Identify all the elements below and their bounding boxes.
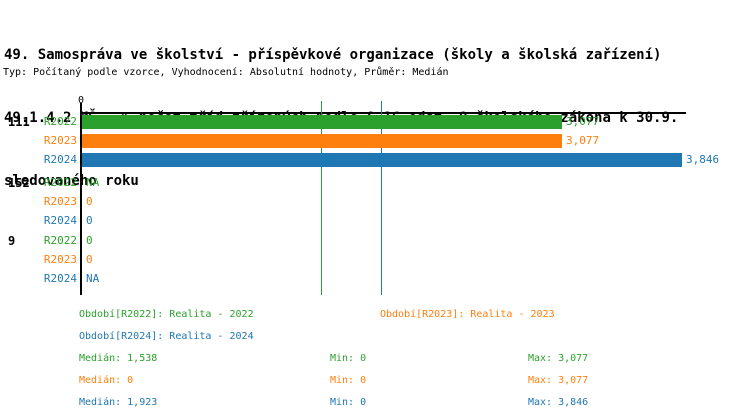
group-label-111: 111 <box>8 115 30 129</box>
value-label-r2024-group-111: 3,846 <box>686 153 720 166</box>
title-line-1: 49. Samospráva ve školství - příspěvkové… <box>4 47 662 63</box>
group-label-152: 152 <box>8 176 30 190</box>
max-r2022: Max: 3,077 <box>528 353 589 364</box>
series-label-r2022: R2022 <box>43 115 77 128</box>
series-label-r2024: R2024 <box>43 153 77 166</box>
max-r2023: Max: 3,077 <box>528 375 589 386</box>
value-label-r2022-group-9: 0 <box>86 234 93 247</box>
title-line-3: sledovaného roku <box>4 173 139 189</box>
median-line-r2024 <box>381 101 382 295</box>
value-label-r2023-group-152: 0 <box>86 195 93 208</box>
bar-r2022-group-111 <box>82 115 562 129</box>
series-label-r2022: R2022 <box>43 176 77 189</box>
series-label-r2023: R2023 <box>43 134 77 147</box>
bar-r2024-group-111 <box>82 153 682 167</box>
legend-item-r2022: Období[R2022]: Realita - 2022 <box>79 309 254 320</box>
value-label-r2024-group-9: NA <box>86 272 100 285</box>
median-r2024: Medián: 1,923 <box>79 397 158 408</box>
legend-item-r2023: Období[R2023]: Realita - 2023 <box>380 309 555 320</box>
series-label-r2023: R2023 <box>43 253 77 266</box>
value-label-r2023-group-111: 3,077 <box>566 134 600 147</box>
value-label-r2024-group-152: 0 <box>86 214 93 227</box>
series-label-r2024: R2024 <box>43 214 77 227</box>
chart-subtitle: Typ: Počítaný podle vzorce, Vyhodnocení:… <box>3 67 449 78</box>
median-r2023: Medián: 0 <box>79 375 134 386</box>
series-label-r2022: R2022 <box>43 234 77 247</box>
median-line-r2022 <box>321 101 322 295</box>
value-label-r2023-group-9: 0 <box>86 253 93 266</box>
y-axis-line <box>80 103 82 295</box>
min-r2024: Min: 0 <box>330 397 367 408</box>
value-label-r2022-group-152: NA <box>86 176 100 189</box>
legend-item-r2024: Období[R2024]: Realita - 2024 <box>79 331 254 342</box>
min-r2023: Min: 0 <box>330 375 367 386</box>
max-r2024: Max: 3,846 <box>528 397 589 408</box>
x-axis-line <box>80 112 686 114</box>
bar-r2023-group-111 <box>82 134 562 148</box>
series-label-r2024: R2024 <box>43 272 77 285</box>
median-r2022: Medián: 1,538 <box>79 353 158 364</box>
series-label-r2023: R2023 <box>43 195 77 208</box>
min-r2022: Min: 0 <box>330 353 367 364</box>
x-axis-zero-tick-label: 0 <box>77 95 85 106</box>
group-label-9: 9 <box>8 234 16 248</box>
value-label-r2022-group-111: 3,077 <box>566 115 600 128</box>
